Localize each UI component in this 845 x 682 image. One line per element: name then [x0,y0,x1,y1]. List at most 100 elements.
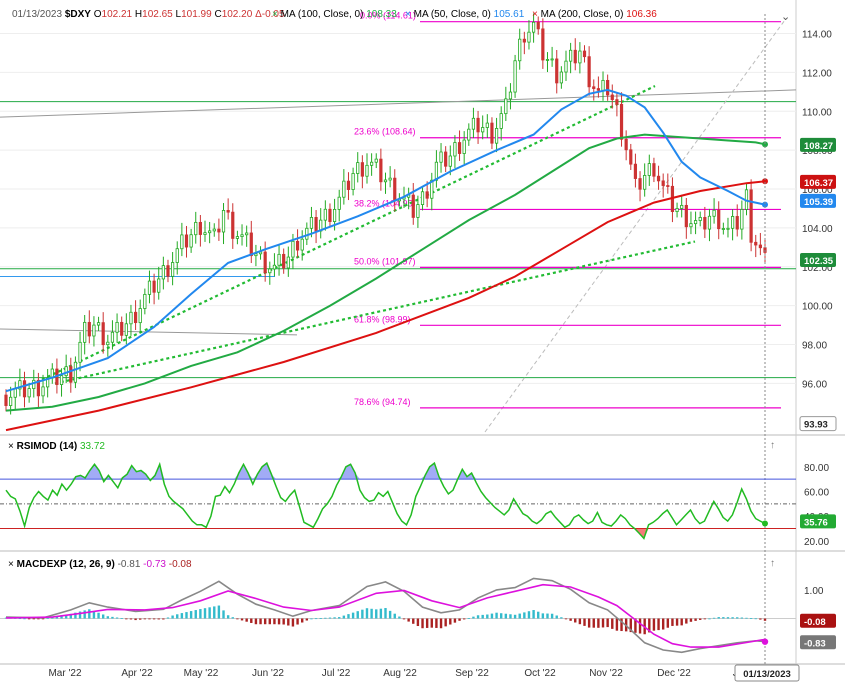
candle-body [138,308,142,324]
macd-hist-bar [250,618,253,623]
candle-body [295,240,300,251]
candle-body [286,256,290,269]
l-label: L [175,9,182,20]
change-value: Δ-0.05 [255,9,285,20]
candle-body [346,180,351,190]
fib-label: 38.2% (104.95) [354,198,416,208]
candle-body [92,324,96,337]
macd-hist-bar [305,618,309,621]
candle-body [194,221,198,236]
candle-body [235,236,240,239]
macd-hist-bar [361,609,364,619]
candle-body [601,79,605,91]
macd-hist-bar [606,618,609,628]
macd-line-badge-text: -0.83 [804,638,826,649]
candle-body [198,221,202,235]
macd-hist-bar [356,611,359,619]
macd-hist-bar [254,618,258,625]
candle-body [726,227,730,230]
h-value: 102.65 [142,9,173,20]
rsi-label: RSIMOD (14) [16,441,78,452]
o-value: 102.21 [101,9,133,20]
l-value: 101.99 [181,9,212,20]
candle-body [300,238,304,251]
macd-hist-bar [120,618,123,619]
candle-body [69,366,73,383]
ma50-line [5,88,766,393]
candle-body [291,240,295,258]
fib-label: 78.6% (94.74) [354,397,411,407]
macd-hist-bar [407,618,410,622]
candle-body [96,322,101,326]
x-axis-label: Dec '22 [657,668,691,679]
price-tick-label: 106.00 [802,185,833,196]
ma200-legend[interactable]: × MA (200, Close, 0) 106.36 [532,9,657,20]
candle-body [536,21,540,30]
macd-hist-bar [4,617,8,619]
rsi-value: 33.72 [79,441,105,452]
candle-body [420,191,425,205]
candle-body [462,139,466,154]
macd-hist-bar [615,618,619,631]
candle-body [189,234,193,248]
macd-hist-bar [449,618,452,625]
macd-value-1: -0.81 [117,559,141,570]
macd-hist-bar [495,612,498,619]
price-badge-text: 106.37 [804,178,833,189]
macd-hist-bar [467,618,471,619]
candle-body [439,151,443,163]
rsi-tick-label: 60.00 [804,487,829,498]
macd-hist-bar [661,618,665,630]
price-tick-label: 100.00 [802,302,833,313]
ma200-end-dot [762,178,768,185]
ma50-legend[interactable]: × MA (50, Close, 0) 105.61 [405,9,525,20]
candle-body [120,321,124,336]
candle-body [471,117,476,130]
macd-hist-bar [398,616,401,619]
price-header: 01/13/2023 $DXY O102.21 H102.65 L101.99 … [12,9,285,20]
macd-hist-bar [731,617,734,619]
candle-body [360,162,364,177]
macd-hist-bar [208,607,211,619]
macd-hist-bar [166,617,170,619]
candle-body [231,211,235,239]
macd-hist-bar [717,617,720,619]
candle-body [73,361,78,383]
macd-hist-bar [333,617,336,619]
price-badge-text: 108.27 [804,141,833,152]
candle-body [656,175,661,182]
o-label: O [93,9,102,20]
candle-body [166,265,170,277]
macd-hist-bar [347,614,350,619]
rsi-overbought-fill [6,463,765,480]
macd-hist-bar [736,617,739,619]
candle-body [388,177,392,181]
price-badge [800,174,836,189]
macd-hist-bar [310,618,313,620]
macd-hist-bar [236,618,239,620]
candle-body [684,204,688,228]
trendline-dotted-upper [41,85,656,381]
grey-trendline-top [0,89,797,118]
rsi-tick-label: 20.00 [804,537,829,548]
x-axis-label: Nov '22 [589,668,623,679]
macd-hist-bar [712,617,716,619]
macd-hist-bar [41,618,45,620]
diagonal-dashed-line [484,19,786,433]
macd-hist-bar [550,613,554,619]
macd-hist-bar [754,618,757,620]
macd-hist-bar [430,618,433,628]
candle-body [582,50,587,58]
rsi-badge [800,514,836,529]
ma100-legend[interactable]: × MA (100, Close, 0) 108.33 [272,9,397,20]
macd-hist-bar [749,618,753,619]
macd-value-3: -0.08 [168,559,192,570]
ma200-line [5,180,766,432]
candles [4,13,767,415]
candle-body [758,244,762,249]
macd-hist-bar [319,618,322,619]
macd-hist-bar [129,618,133,620]
candle-body [133,311,138,324]
rsi-line [5,461,766,540]
